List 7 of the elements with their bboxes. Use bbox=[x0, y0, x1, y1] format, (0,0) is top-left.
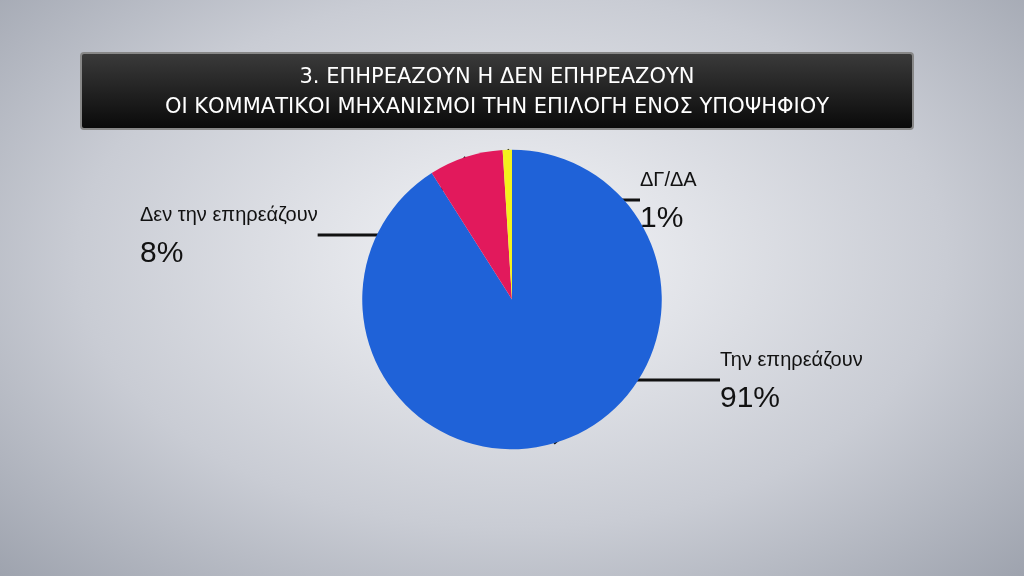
data-label: 8% bbox=[140, 234, 184, 268]
slice-label: Δεν την επηρεάζουν bbox=[140, 203, 318, 225]
slice-label: Την επηρεάζουν bbox=[720, 348, 863, 370]
chart-title: 3. ΕΠΗΡΕΑΖΟΥΝ Η ΔΕΝ ΕΠΗΡΕΑΖΟΥΝ ΟΙ ΚΟΜΜΑΤΙΚΟΙ ΜΗΧΑΝΙΣΜΟΙ ΤΗΝ ΕΠΙΛΟΓΗ ΕΝΟΣ ΥΠΟΨΗΦΙΟΥ bbox=[80, 52, 914, 130]
slice-label: ΔΓ/ΔΑ bbox=[640, 168, 698, 190]
data-label: 91% bbox=[720, 379, 781, 413]
data-label: 1% bbox=[640, 199, 684, 233]
